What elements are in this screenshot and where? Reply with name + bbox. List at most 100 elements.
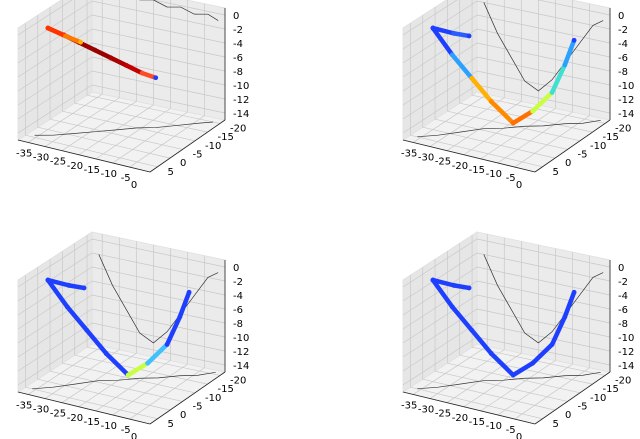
grid-line-z-back: [476, 238, 611, 268]
grid-line-x-floor: [497, 363, 573, 416]
trajectory-segment: [549, 62, 568, 95]
grid-line-z-side: [17, 0, 73, 36]
x-tick-label: 0: [516, 180, 522, 191]
grid-line-z-back: [537, 0, 611, 16]
grid-line-x-floor: [429, 97, 505, 147]
trajectory-point: [108, 55, 114, 61]
y-tick-label: -5: [193, 149, 203, 160]
subplot-4: -35 -30 -25 -20 -15 -10 -5050-5-10-15-200-2-4-…: [401, 231, 634, 439]
x-tick-label: -10: [101, 421, 117, 432]
grid-line-z-side: [402, 252, 478, 302]
x-tick-label: -5: [506, 425, 516, 436]
branch-segment: [430, 277, 457, 288]
trajectory-segment: [430, 277, 455, 310]
x-tick-label: -30: [33, 405, 49, 416]
y-tick-label: -15: [603, 132, 619, 143]
y-tick-label: -10: [590, 141, 606, 152]
x-axis-line: [17, 139, 151, 173]
x-tick-label: -20: [67, 413, 83, 424]
trajectory-segment: [510, 360, 535, 378]
x-tick-label: -30: [418, 153, 434, 164]
z-tick-label: -2: [618, 277, 628, 288]
grid-line-z-side: [402, 42, 478, 92]
trajectory-point: [125, 372, 131, 378]
z-tick-label: -8: [233, 67, 243, 78]
x-tick-label: -10: [486, 421, 502, 432]
grid-line-x-floor: [112, 363, 188, 416]
trajectory-point: [562, 314, 568, 320]
x-axis-line: [402, 139, 536, 173]
grid-line-y-floor: [86, 94, 221, 124]
grid-line-x-floor: [480, 360, 556, 412]
trajectory-segment: [530, 90, 555, 114]
z-tick-label: -10: [618, 81, 634, 92]
x-tick-label: -25: [435, 157, 451, 168]
projection-line-xz: [98, 254, 219, 344]
trajectory-segment: [530, 342, 555, 366]
grid-line-y-floor: [447, 362, 581, 394]
y-tick-label: -5: [578, 149, 588, 160]
grid-line-z-back: [476, 252, 611, 282]
grid-line-x-floor: [480, 108, 556, 160]
z-tick-label: -14: [233, 109, 249, 120]
branch-segment: [45, 277, 72, 288]
x-tick-label: -20: [452, 413, 468, 424]
grid-line-y-floor: [74, 102, 208, 133]
x-tick-label: -5: [121, 173, 131, 184]
grid-line-x-floor: [497, 111, 573, 164]
grid-line-z-side: [17, 84, 93, 134]
z-tick-label: -14: [233, 361, 249, 372]
y-axis-line: [534, 119, 611, 173]
z-tick-label: -6: [618, 305, 628, 316]
grid-line-z-back: [91, 308, 226, 338]
grid-line-y-floor: [434, 118, 568, 150]
trajectory-segment: [103, 351, 131, 378]
grid-line-y-floor: [471, 94, 606, 124]
trajectory-point: [177, 314, 183, 320]
z-tick-label: -4: [618, 291, 628, 302]
trajectory-point: [64, 304, 70, 310]
grid-line-z-side: [17, 28, 93, 78]
z-tick-label: -2: [233, 25, 243, 36]
grid-line-y-floor: [25, 134, 158, 168]
branch-point: [78, 39, 84, 45]
grid-line-z-back: [476, 14, 611, 44]
grid-line-x-floor: [129, 115, 205, 168]
trajectory-segment: [488, 99, 516, 126]
projection-line-xz: [139, 0, 219, 21]
trajectory-segment: [488, 351, 516, 378]
grid-line-z-side: [17, 238, 93, 288]
z-tick-label: -12: [233, 347, 249, 358]
z-tick-label: -2: [233, 277, 243, 288]
projection-line-xz: [483, 254, 604, 344]
y-tick-label: -15: [218, 384, 234, 395]
branch-point: [45, 25, 51, 31]
x-tick-label: -10: [101, 169, 117, 180]
grid-line-z-back: [91, 252, 226, 282]
grid-line-z-back: [91, 0, 226, 30]
z-tick-label: -8: [618, 67, 628, 78]
grid-line-y-floor: [410, 386, 543, 420]
grid-line-z-back: [476, 280, 611, 310]
trajectory-segment: [549, 314, 568, 347]
grid-line-y-floor: [25, 386, 158, 420]
grid-line-y-floor: [49, 118, 183, 150]
grid-line-z-side: [402, 0, 478, 50]
grid-line-z-back: [91, 280, 226, 310]
branch-point: [451, 282, 457, 288]
grid-line-x-floor: [95, 108, 171, 160]
z-tick-label: -4: [618, 39, 628, 50]
x-tick-label: 0: [131, 432, 137, 439]
grid-line-z-side: [402, 56, 478, 106]
trajectory-point: [562, 62, 568, 68]
y-tick-label: -20: [230, 375, 246, 386]
side-pane: [17, 231, 93, 393]
z-tick-label: -8: [618, 319, 628, 330]
x-axis-line: [17, 391, 151, 425]
z-tick-label: -12: [618, 95, 634, 106]
z-tick-label: -4: [233, 291, 243, 302]
z-tick-label: 0: [618, 11, 624, 22]
grid-line-z-back: [476, 294, 611, 324]
x-tick-label: -35: [401, 400, 417, 411]
projection-line-xy: [32, 371, 216, 390]
